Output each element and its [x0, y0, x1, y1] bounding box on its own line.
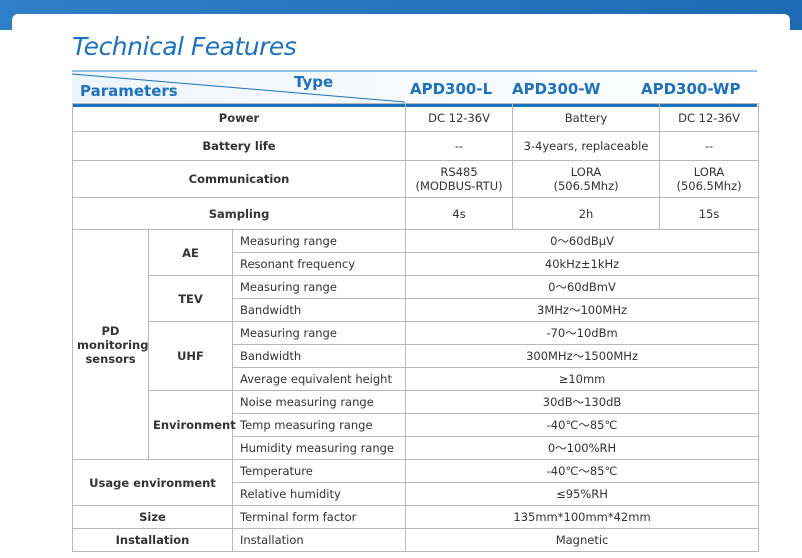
row: TEV Measuring range 0～60dBmV: [73, 275, 760, 322]
value-cell: 300MHz～1500MHz: [405, 344, 760, 368]
param-label: Relative humidity: [231, 482, 407, 506]
value-cell: -70～10dBm: [405, 321, 760, 345]
value-cell: 30dB～130dB: [405, 390, 760, 414]
title: Technical Features: [72, 32, 297, 61]
param-label: Terminal form factor: [231, 505, 407, 529]
value-cell: --: [405, 131, 514, 161]
group-label: Environment: [148, 390, 236, 460]
row: Bandwidth 300MHz～1500MHz: [73, 344, 760, 368]
value-cell: LORA (506.5Mhz): [659, 160, 760, 198]
value-cell: 15s: [659, 197, 760, 230]
row: Relative humidity ≤95%RH: [73, 482, 760, 506]
row: Sampling 4s 2h 15s: [71, 197, 760, 230]
value-cell: -40℃～85℃: [405, 459, 760, 483]
model: APD300-W: [512, 80, 601, 98]
value-cell: 4s: [405, 197, 514, 230]
row: PD monitoring sensors AE Measuring range 0～…: [72, 229, 760, 460]
value-cell: ≤95%RH: [405, 482, 760, 506]
value-cell: 3MHz～100MHz: [405, 298, 760, 322]
row: Size Terminal form factor 135mm*100mm*42mm: [72, 505, 760, 529]
row: Humidity measuring range 0～100%RH: [73, 436, 760, 460]
value-cell: 40kHz±1kHz: [405, 252, 760, 276]
row: Installation Installation Magnetic: [72, 528, 760, 552]
section-label: Installation: [72, 528, 233, 552]
table-header: Parameters Type APD300-L APD300-W APD300…: [72, 70, 757, 107]
section-label: PD monitoring sensors: [72, 229, 149, 460]
value-cell: 0～60dBμV: [405, 229, 760, 253]
row: UHF Measuring range -70～10dBm: [73, 321, 760, 391]
param-label: Resonant frequency: [231, 252, 407, 276]
group-label: TEV: [148, 275, 233, 322]
section-label: Usage environment: [72, 459, 233, 506]
section-label: Size: [72, 505, 233, 529]
param-label: Bandwidth: [231, 298, 407, 322]
value-cell: 135mm*100mm*42mm: [405, 505, 760, 529]
row: Average equivalent height ≥10mm: [73, 367, 760, 391]
value-cell: ≥10mm: [405, 367, 760, 391]
param-label: Bandwidth: [231, 344, 407, 368]
value-cell: -40℃～85℃: [405, 413, 760, 437]
value-cell: DC 12-36V: [659, 103, 760, 132]
value-cell: LORA (506.5Mhz): [512, 160, 661, 198]
value-cell: Magnetic: [405, 528, 760, 552]
group-label: AE: [148, 229, 233, 276]
param-label: Temperature: [231, 459, 407, 483]
param-label: Measuring range: [231, 229, 407, 253]
parameters-label: Parameters: [80, 82, 178, 100]
value-cell: 3-4years, replaceable: [512, 131, 661, 161]
model: APD300-L: [410, 80, 493, 98]
param-label: Sampling: [71, 197, 407, 230]
value-cell: RS485 (MODBUS-RTU): [405, 160, 514, 198]
value-cell: 0～100%RH: [405, 436, 760, 460]
param-label: Installation: [231, 528, 407, 552]
param-label: Noise measuring range: [231, 390, 407, 414]
param-label: Power: [71, 103, 407, 132]
value-cell: 2h: [512, 197, 661, 230]
model: APD300-WP: [641, 80, 741, 98]
row: Communication RS485 (MODBUS-RTU) LORA (506…: [71, 160, 760, 198]
row: Battery life -- 3-4years, replaceable --: [71, 131, 760, 161]
spec-table: Power DC 12-36V Battery DC 12-36V Battery li…: [71, 103, 760, 552]
row: Resonant frequency 40kHz±1kHz: [73, 252, 760, 276]
row: Bandwidth 3MHz～100MHz: [73, 298, 760, 322]
param-label: Humidity measuring range: [231, 436, 407, 460]
value-cell: --: [659, 131, 760, 161]
value-cell: Battery: [512, 103, 661, 132]
value-cell: DC 12-36V: [405, 103, 514, 132]
param-label: Measuring range: [231, 275, 407, 299]
param-label: Battery life: [71, 131, 407, 161]
row: Usage environment Temperature -40℃～85℃: [72, 459, 760, 506]
param-label: Average equivalent height: [231, 367, 407, 391]
param-label: Temp measuring range: [231, 413, 407, 437]
diagonal: [72, 73, 406, 103]
type-label: Type: [294, 73, 334, 91]
param-label: Communication: [71, 160, 407, 198]
value-cell: 0～60dBmV: [405, 275, 760, 299]
group-label: UHF: [148, 321, 233, 391]
param-label: Measuring range: [231, 321, 407, 345]
row: Environment Noise measuring range 30dB～130…: [73, 390, 760, 460]
row: Power DC 12-36V Battery DC 12-36V: [71, 103, 760, 132]
